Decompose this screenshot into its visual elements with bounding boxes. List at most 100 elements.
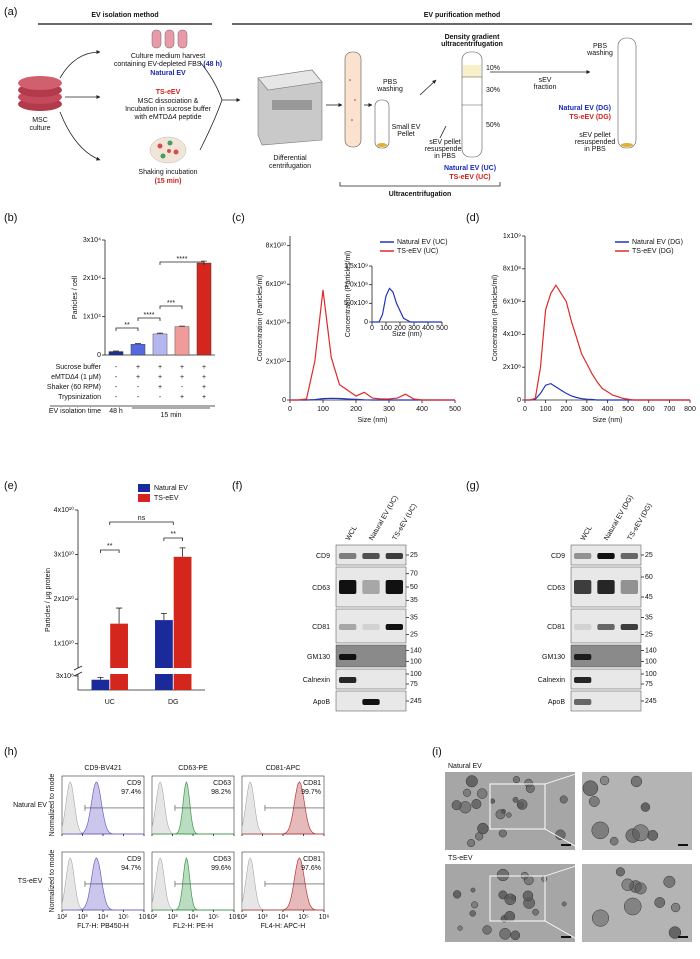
y-axis-title: Concentration (Particles/ml): [345, 251, 352, 337]
sample-histogram: [62, 781, 144, 835]
band: [574, 677, 592, 683]
y-tick-label: 0: [364, 319, 368, 326]
band: [339, 654, 357, 660]
band: [574, 553, 592, 559]
x-tick-label: 10⁵: [298, 914, 309, 921]
legend-label: Natural EV: [154, 485, 188, 492]
label: PBS: [383, 79, 397, 86]
label: resuspended: [575, 139, 616, 146]
significance-bracket: [163, 537, 183, 541]
x-axis-title: FL7-H: PB450-H: [77, 923, 129, 930]
band: [339, 580, 357, 594]
y-tick-label: 4x10¹⁰: [54, 506, 75, 514]
vesicle: [582, 780, 599, 796]
label: (48 h): [203, 61, 222, 68]
vesicle: [559, 795, 568, 804]
gate-marker: CD63: [213, 856, 231, 863]
vesicle: [504, 893, 517, 906]
series-line: [372, 287, 442, 323]
sample-histogram: [62, 857, 144, 911]
condition-value: -: [181, 384, 184, 391]
axis-break-mark: [73, 665, 83, 677]
vesicle: [623, 897, 642, 916]
significance-bracket: [159, 305, 183, 309]
band: [574, 624, 592, 630]
vesicle: [510, 930, 521, 941]
vesicle: [647, 829, 659, 841]
vesicle: [471, 798, 482, 809]
condition-value: +: [158, 384, 162, 391]
label: sEV: [539, 77, 552, 84]
gate-percent: 99.7%: [301, 789, 321, 796]
vesicle: [591, 821, 609, 840]
panel-label: (h): [4, 746, 17, 758]
y-axis-title: Concentration (Particles/ml): [492, 275, 499, 361]
panel-label: (a): [4, 6, 17, 18]
vesicle: [555, 829, 566, 841]
vesicle: [516, 799, 528, 810]
label: Ultracentrifugation: [389, 191, 452, 198]
marker-label: 25: [645, 552, 653, 559]
panel-label: (i): [432, 746, 442, 758]
gate-marker: CD9: [127, 856, 141, 863]
legend-label: TS-eEV (UC): [397, 248, 438, 255]
marker-label: 75: [410, 681, 418, 688]
condition-value: +: [202, 364, 206, 371]
y-axis-title: Concentration (Particles/ml): [257, 275, 264, 361]
x-tick-label: 10⁴: [98, 914, 109, 921]
significance-label: ****: [144, 312, 155, 319]
vesicle: [588, 796, 600, 807]
x-axis-title: FL4-H: APC-H: [261, 923, 306, 930]
vesicle: [532, 908, 539, 916]
row-label: ApoB: [313, 699, 330, 706]
x-axis-title: Size (nm): [358, 417, 388, 424]
error-bar: [113, 350, 119, 352]
label: with eMTDΔ4 peptide: [134, 114, 202, 121]
bar: [196, 262, 212, 356]
column-title: CD9-BV421: [84, 765, 121, 772]
marker-label: 245: [645, 698, 657, 705]
condition-value: -: [115, 384, 118, 391]
y-tick-label: 5.0x10⁸: [344, 300, 368, 307]
label: MSC dissociation &: [138, 98, 199, 105]
gate-percent: 98.2%: [211, 789, 231, 796]
zoom-box: [489, 783, 546, 830]
arrow: [59, 50, 101, 79]
label: (15 min): [155, 178, 182, 185]
x-tick-label: 500: [436, 325, 448, 332]
band: [597, 553, 615, 559]
condition-value: +: [202, 384, 206, 391]
series-line: [290, 289, 455, 401]
label: Incubation in sucrose buffer: [125, 106, 212, 113]
vesicle: [482, 925, 492, 935]
label: Natural EV (DG): [558, 105, 611, 112]
legend-swatch: [138, 494, 150, 502]
dish-stack: [18, 76, 62, 111]
condition-value: -: [137, 384, 140, 391]
bar: [173, 556, 192, 690]
row-label: Calnexin: [538, 677, 565, 684]
condition-label: EV isolation time: [49, 408, 101, 415]
time-label: 15 min: [160, 412, 181, 419]
gate-marker: CD63: [213, 780, 231, 787]
tube: [461, 51, 483, 158]
label: Small EV: [392, 124, 421, 131]
row-label: CD63: [547, 585, 565, 592]
label: 10%: [486, 65, 500, 72]
lane-label: TS-eEV (DG): [627, 502, 654, 542]
label: containing EV-depleted FBS (48 h): [114, 61, 222, 68]
condition-value: +: [202, 374, 206, 381]
y-tick-label: 2x10¹⁰: [54, 595, 75, 603]
label: Pellet: [397, 131, 415, 138]
column-title: CD63-PE: [178, 765, 208, 772]
error-bar: [116, 607, 123, 624]
vesicle: [630, 775, 643, 788]
arrow: [419, 79, 437, 96]
marker-label: 45: [645, 594, 653, 601]
sample-histogram: [242, 781, 324, 835]
legend-label: Natural EV (DG): [632, 239, 683, 246]
condition-value: +: [180, 394, 184, 401]
y-tick-label: 0: [97, 352, 101, 359]
gate-percent: 97.6%: [301, 865, 321, 872]
